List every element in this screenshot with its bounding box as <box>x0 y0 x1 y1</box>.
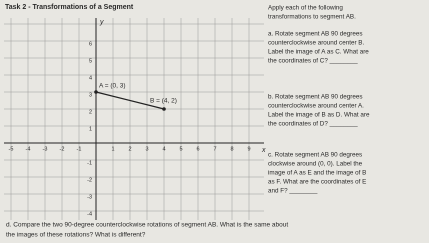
y-tick-label: 6 <box>89 41 92 47</box>
x-tick-label: -4 <box>26 146 31 152</box>
y-tick-label: 4 <box>89 75 92 81</box>
y-tick-label: 5 <box>89 58 92 64</box>
x-tick-label: -5 <box>9 146 14 152</box>
coordinate-grid: x y -5 -4 -3 -2 -1 1 2 3 4 5 6 7 8 9 6 5 4 3 2 1 -1 -2 -3 -4 A = (… <box>4 18 266 220</box>
instruction-line: counterclockwise around center A. <box>268 103 364 110</box>
instructions: Apply each of the following transformatio… <box>6 5 370 239</box>
instruction-line: c. Rotate segment AB 90 degrees <box>268 152 362 159</box>
instruction-line: Apply each of the following <box>268 5 343 12</box>
instruction-line: b. Rotate segment AB 90 degrees <box>268 94 363 101</box>
instruction-line: transformations to segment AB. <box>268 14 356 21</box>
y-tick-label: 3 <box>89 92 92 98</box>
x-tick-label: 4 <box>162 146 165 152</box>
point-a <box>94 90 98 94</box>
point-label: A = (0, 3) <box>99 83 126 90</box>
instruction-line: clockwise around (0, 0). Label the <box>268 161 363 168</box>
title: Task 2 - Transformations of a Segment <box>5 4 134 11</box>
y-tick-label: 1 <box>89 126 92 132</box>
y-tick-label: -2 <box>87 177 92 183</box>
instruction-line: image of A as E and the image of B <box>268 170 366 177</box>
instruction-line: as F. What are the coordinates of E <box>268 179 366 186</box>
y-tick-label: 2 <box>89 109 92 115</box>
instruction-line: Label the image of B as D. What are <box>268 112 370 119</box>
instruction-line: a. Rotate segment AB 90 degrees <box>268 31 363 38</box>
segment-ab <box>95 91 165 110</box>
x-axis-label: x <box>261 147 266 154</box>
point-b <box>162 107 166 111</box>
x-tick-label: 9 <box>247 146 250 152</box>
instruction-line: and F? ________ <box>268 188 318 195</box>
y-axis-label: y <box>99 19 104 26</box>
instruction-line: counterclockwise around center B. <box>268 40 365 47</box>
x-tick-label: 8 <box>230 146 233 152</box>
instruction-line: the coordinates of D? ________ <box>268 121 358 128</box>
y-tick-label: -1 <box>87 160 92 166</box>
question-line: the images of these rotations? What is d… <box>6 232 146 239</box>
instruction-line: the coordinates of C? ________ <box>268 58 358 65</box>
x-tick-label: 6 <box>196 146 199 152</box>
y-tick-label: -3 <box>87 194 92 200</box>
x-tick-label: 7 <box>213 146 216 152</box>
question-line: d. Compare the two 90-degree countercloc… <box>6 222 288 229</box>
x-tick-label: 3 <box>145 146 148 152</box>
point-label: B = (4, 2) <box>150 98 177 105</box>
x-tick-label: 1 <box>111 146 114 152</box>
x-tick-label: -3 <box>43 146 48 152</box>
x-tick-label: 2 <box>128 146 131 152</box>
x-tick-label: -1 <box>77 146 82 152</box>
x-tick-label: -2 <box>60 146 65 152</box>
y-tick-label: -4 <box>87 211 92 217</box>
instruction-line: Label the image of A as C. What are <box>268 49 369 56</box>
x-tick-label: 5 <box>179 146 182 152</box>
